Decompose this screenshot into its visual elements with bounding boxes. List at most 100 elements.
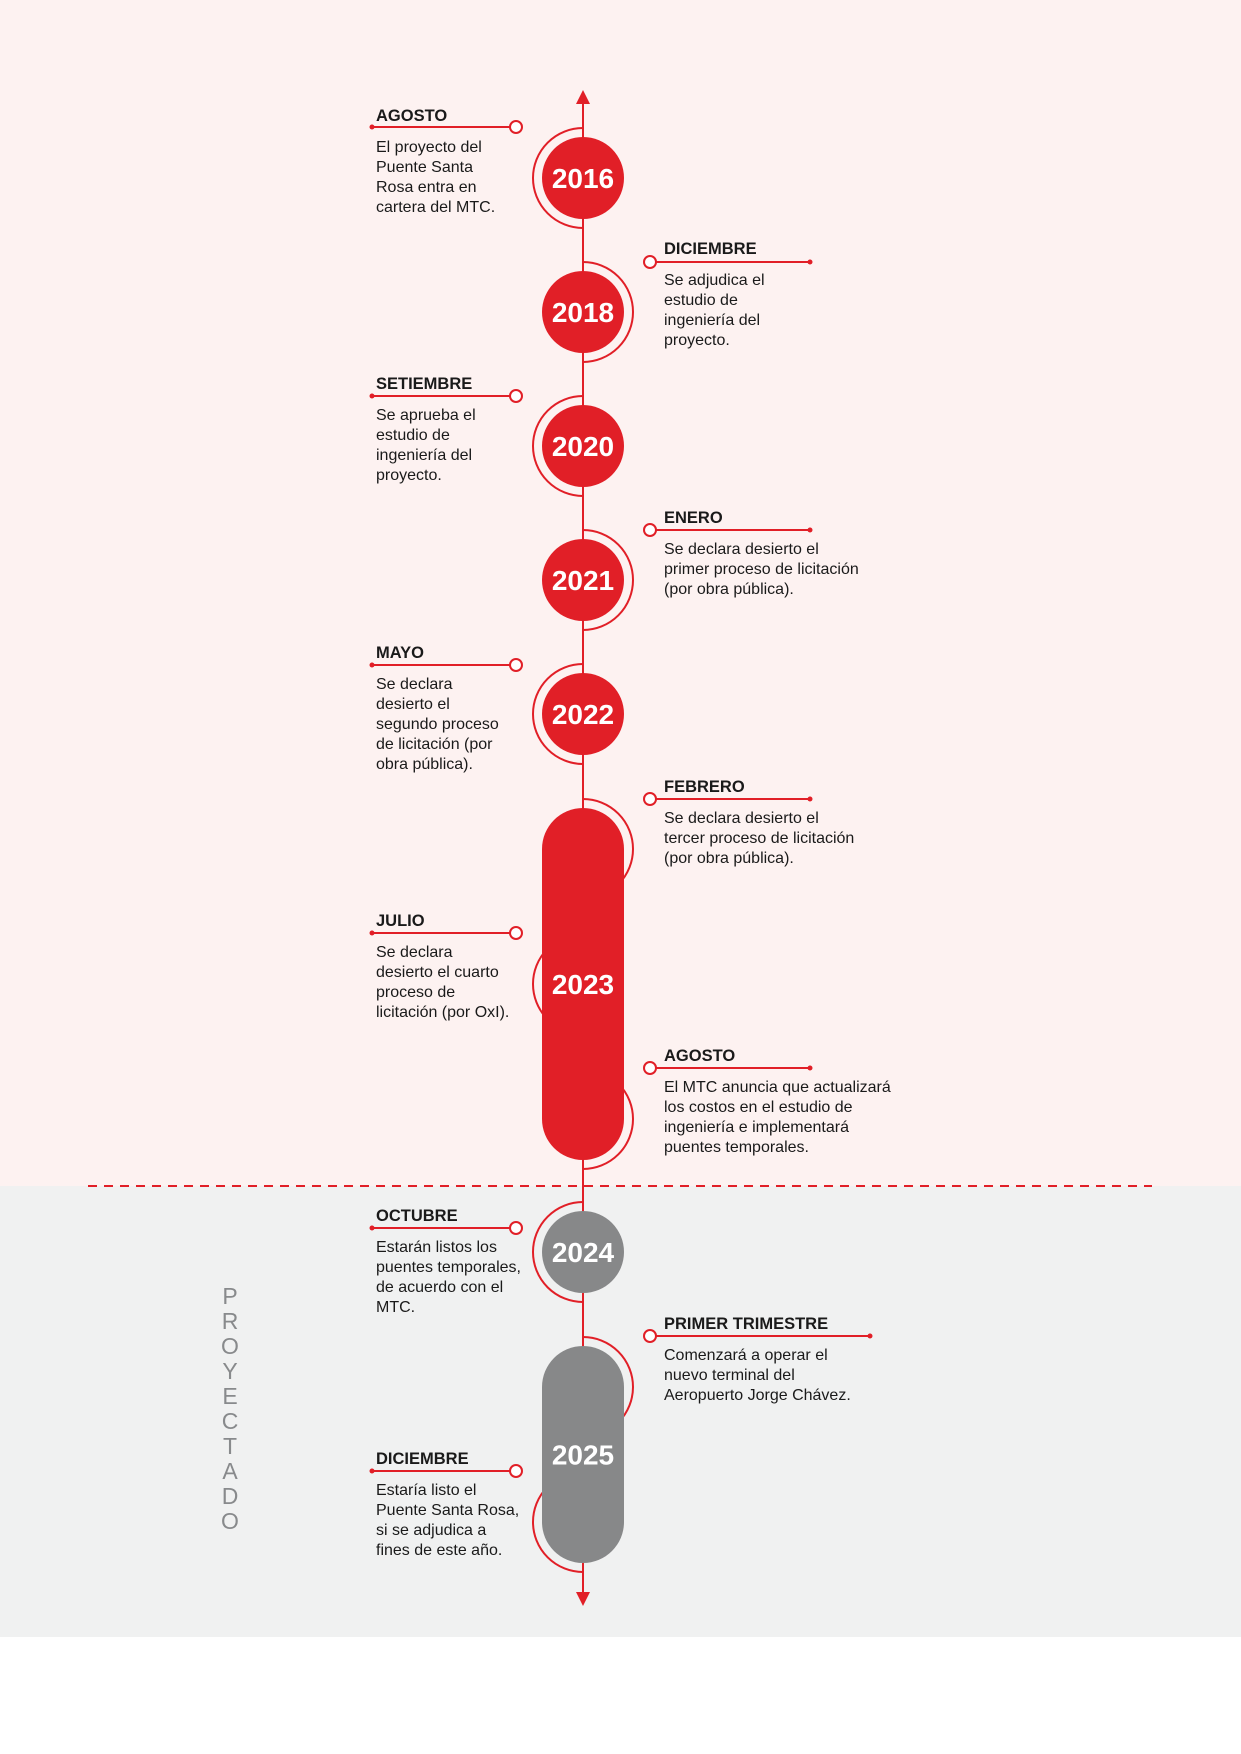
year-label: 2024	[552, 1237, 615, 1268]
event-description-line: Estaría listo el	[376, 1482, 477, 1499]
arrow-up-icon	[576, 90, 590, 104]
year-marker-2022	[542, 673, 624, 755]
callout-dot	[807, 259, 813, 265]
event-5: MAYO Se declara desierto el segundo proceso…	[376, 643, 499, 775]
callout-ring	[509, 1464, 523, 1478]
event-description-line: puentes temporales.	[664, 1139, 809, 1156]
projected-label-letter: O	[221, 1508, 239, 1534]
event-description-line: ingeniería e implementará	[664, 1119, 849, 1136]
event-11: DICIEMBRE Estaría listo el Puente Santa Ro…	[376, 1449, 519, 1561]
callout-dot	[807, 527, 813, 533]
year-marker-2024	[542, 1211, 624, 1293]
callout-dot	[807, 1065, 813, 1071]
event-description-line: Se adjudica el	[664, 272, 765, 289]
callout-ring	[643, 255, 657, 269]
projected-label-letter: P	[222, 1283, 238, 1309]
event-description-line: fines de este año.	[376, 1542, 503, 1559]
projected-label-letter: O	[221, 1333, 239, 1359]
event-8: AGOSTO El MTC anuncia que actualizará los …	[664, 1046, 891, 1158]
callout-dot	[807, 796, 813, 802]
event-month: AGOSTO	[376, 107, 448, 125]
event-4: ENERO Se declara desierto el primer proces…	[664, 508, 859, 600]
year-marker-2020	[542, 405, 624, 487]
event-description-line: Rosa entra en	[376, 179, 477, 196]
callout-dot	[369, 1468, 375, 1474]
event-description-line: ingeniería del	[664, 312, 761, 329]
event-description: Se declara desierto el segundo proceso de l…	[376, 675, 499, 775]
connector-arc-2	[582, 261, 634, 363]
event-3: SETIEMBRE Se aprueba el estudio de ingenier…	[376, 374, 476, 486]
callout-dot	[369, 124, 375, 130]
event-1: AGOSTO El proyecto del Puente Santa Rosa en…	[376, 106, 495, 218]
year-label: 2016	[552, 163, 614, 194]
year-label: 2022	[552, 699, 614, 730]
event-description-line: MTC.	[376, 1299, 416, 1316]
callout-ring	[643, 523, 657, 537]
event-month: MAYO	[376, 644, 424, 662]
event-description-line: Comenzará a operar el	[664, 1347, 828, 1364]
event-description-line: desierto el cuarto	[376, 964, 499, 981]
event-description: El MTC anuncia que actualizará los costos…	[664, 1078, 891, 1158]
projected-label-letter: E	[222, 1383, 238, 1409]
event-month: SETIEMBRE	[376, 375, 473, 393]
connector-arc-5	[532, 663, 584, 765]
year-label: 2023	[552, 969, 614, 1000]
event-month: DICIEMBRE	[376, 1450, 469, 1468]
event-description-line: Se declara	[376, 944, 453, 961]
event-description-line: desierto el	[376, 696, 450, 713]
year-label: 2025	[552, 1440, 614, 1471]
connector-arc-3	[532, 395, 584, 497]
projected-label-letter: T	[222, 1433, 238, 1459]
year-label: 2021	[552, 565, 614, 596]
event-description-line: (por obra pública).	[664, 850, 794, 867]
event-description: Comenzará a operar el nuevo terminal del A…	[664, 1346, 851, 1406]
event-description-line: si se adjudica a	[376, 1522, 487, 1539]
event-month: OCTUBRE	[376, 1207, 458, 1225]
projected-label-letter: Y	[222, 1358, 238, 1384]
callout-ring	[509, 120, 523, 134]
callout-ring	[643, 1329, 657, 1343]
event-description-line: Se declara desierto el	[664, 541, 819, 558]
event-description-line: primer proceso de licitación	[664, 561, 859, 578]
event-description-line: cartera del MTC.	[376, 199, 496, 216]
event-description-line: los costos en el estudio de	[664, 1099, 853, 1116]
connector-arc-1	[532, 127, 584, 229]
callout-ring	[509, 926, 523, 940]
connector-arc-4	[582, 529, 634, 631]
event-description-line: puentes temporales,	[376, 1259, 521, 1276]
callout-dot	[369, 1225, 375, 1231]
event-description-line: proceso de	[376, 984, 456, 1001]
event-9: OCTUBRE Estarán listos los puentes tempora…	[376, 1206, 521, 1318]
event-description-line: de acuerdo con el	[376, 1279, 504, 1296]
event-month: PRIMER TRIMESTRE	[664, 1315, 829, 1333]
event-description-line: proyecto.	[664, 332, 730, 349]
event-month: ENERO	[664, 509, 723, 527]
event-description-line: obra pública).	[376, 756, 473, 773]
event-description-line: Puente Santa	[376, 159, 473, 176]
event-description-line: (por obra pública).	[664, 581, 794, 598]
event-month: JULIO	[376, 912, 425, 930]
event-description-line: Se declara desierto el	[664, 810, 819, 827]
event-description: Estarán listos los puentes temporales, de …	[376, 1238, 521, 1318]
event-7: JULIO Se declara desierto el cuarto proceso…	[376, 911, 509, 1023]
callout-ring	[509, 1221, 523, 1235]
event-month: FEBRERO	[664, 778, 745, 796]
event-month: AGOSTO	[664, 1047, 736, 1065]
callout-ring	[509, 389, 523, 403]
year-label: 2020	[552, 431, 614, 462]
year-marker-2023	[542, 808, 624, 1160]
event-description-line: El MTC anuncia que actualizará	[664, 1079, 891, 1096]
callout-dot	[369, 930, 375, 936]
projected-label-letter: R	[221, 1308, 239, 1334]
event-description: Se declara desierto el tercer proceso de …	[664, 809, 854, 869]
event-description-line: Puente Santa Rosa,	[376, 1502, 520, 1519]
projected-label-letter: C	[221, 1408, 239, 1434]
callout-ring	[509, 658, 523, 672]
event-description-line: segundo proceso	[376, 716, 499, 733]
year-marker-2021	[542, 539, 624, 621]
event-10: PRIMER TRIMESTRE Comenzará a operar el nue…	[664, 1314, 851, 1406]
event-description-line: licitación (por OxI).	[376, 1004, 510, 1021]
projected-label-letter: A	[222, 1458, 238, 1484]
event-description-line: de licitación (por	[376, 736, 493, 753]
